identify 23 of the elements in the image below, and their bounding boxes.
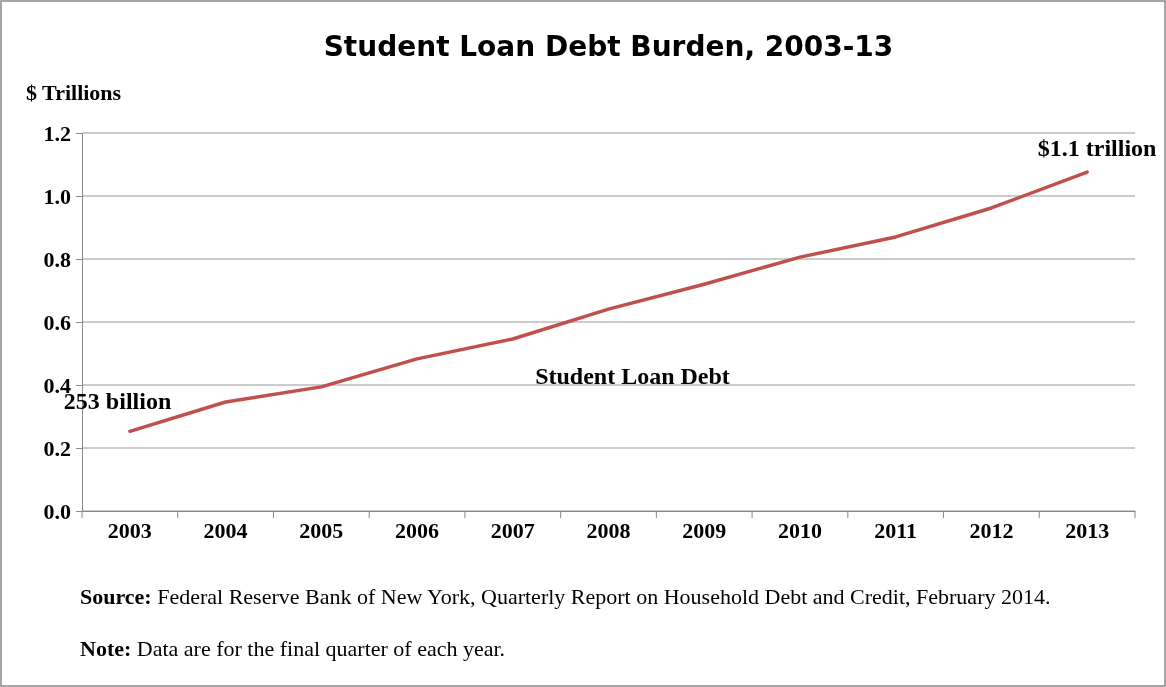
x-tick-label: 2006: [395, 518, 440, 544]
series-label: Student Loan Debt: [535, 363, 730, 390]
x-tick-label: 2012: [969, 518, 1014, 544]
x-tick-label: 2008: [586, 518, 631, 544]
chart-title: Student Loan Debt Burden, 2003-13: [323, 30, 894, 63]
text: Note: Data are for the final quarter of each year.: [80, 636, 506, 661]
x-tick-label: 2005: [299, 518, 344, 544]
x-tick-label: 2004: [203, 518, 248, 544]
annotation: $1.1 trillion: [1037, 135, 1157, 162]
x-tick-label: 2003: [107, 518, 152, 544]
y-tick-label: 0.6: [43, 309, 71, 335]
source-note: Source: Federal Reserve Bank of New York, Quarterly Report on Household Debt and Credit, February 2014.: [80, 584, 1051, 609]
x-tick-label: 2010: [777, 518, 822, 544]
y-axis-title: $ Trillions: [26, 80, 122, 105]
y-tick-label: 1.2: [43, 120, 71, 146]
y-tick-label: 0.0: [43, 498, 71, 524]
x-tick-label: 2011: [874, 518, 918, 544]
y-tick-label: 0.8: [43, 246, 71, 272]
x-tick-label: 2013: [1065, 518, 1110, 544]
y-tick-label: 1.0: [43, 183, 71, 209]
x-tick-label: 2007: [490, 518, 535, 544]
x-tick-label: 2009: [682, 518, 727, 544]
y-tick-label: 0.2: [43, 435, 71, 461]
